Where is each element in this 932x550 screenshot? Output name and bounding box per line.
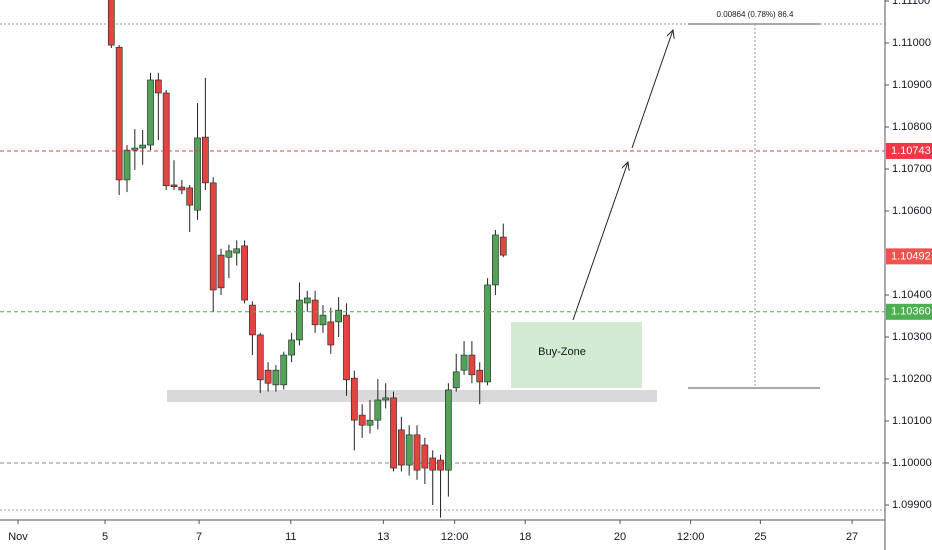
candle-body — [280, 354, 288, 386]
y-tick-label: 1.10900 — [892, 79, 932, 91]
candle-body — [178, 186, 186, 191]
candle-body — [319, 314, 327, 326]
candle-body — [264, 369, 272, 384]
candle-body — [256, 334, 264, 381]
candle-body — [492, 234, 499, 286]
candle-body — [374, 399, 382, 421]
candle-body — [413, 434, 421, 471]
x-tick-label: 12:00 — [677, 531, 705, 543]
candle-body — [249, 304, 256, 336]
candle-body — [429, 457, 437, 471]
candle-body — [476, 369, 484, 383]
candle-body — [147, 79, 154, 146]
x-tick-label: Nov — [8, 531, 28, 543]
level-tag — [886, 303, 932, 320]
candle-body — [327, 321, 335, 346]
x-tick-label: 18 — [519, 531, 531, 543]
candle-body — [499, 236, 507, 256]
zone-label: Buy-Zone — [538, 346, 586, 358]
candle-body — [170, 184, 178, 187]
arrow — [572, 162, 628, 321]
x-tick-label: 20 — [614, 531, 626, 543]
candle-body — [194, 137, 201, 211]
candle-body — [154, 79, 162, 94]
candle-body — [358, 414, 366, 426]
x-tick-label: 12:00 — [441, 531, 469, 543]
level-tag — [886, 142, 932, 159]
candle-body — [217, 254, 225, 289]
candle-body — [405, 434, 413, 466]
candle-body — [241, 245, 248, 301]
x-tick-label: 11 — [285, 531, 296, 543]
candle-body — [397, 429, 405, 466]
candle-body — [366, 419, 374, 426]
candle-body — [131, 147, 139, 151]
y-tick-label: 1.10700 — [892, 163, 932, 175]
candles — [107, 0, 507, 518]
arrow — [631, 30, 673, 149]
y-tick-label: 1.10200 — [892, 373, 932, 385]
level-label: 1.10743 — [891, 145, 931, 157]
candle-body — [225, 250, 233, 258]
y-tick-label: 1.10400 — [892, 289, 932, 301]
candle-body — [107, 0, 115, 46]
candle-body — [272, 369, 280, 386]
candle-body — [123, 149, 131, 181]
candle-body — [288, 339, 295, 356]
candle-body — [335, 309, 342, 323]
candle-body — [311, 299, 319, 326]
candle-body — [468, 354, 476, 376]
x-tick-label: 7 — [196, 531, 202, 543]
y-tick-label: 1.10000 — [892, 457, 932, 469]
candle-body — [390, 397, 397, 469]
x-tick-label: 25 — [754, 531, 766, 543]
candle-body — [186, 187, 194, 206]
candle-body — [162, 92, 170, 187]
candle-body — [382, 397, 390, 401]
candle-body — [303, 297, 311, 304]
candle-body — [460, 354, 468, 371]
y-tick-label: 1.11100 — [892, 0, 930, 7]
candle-body — [452, 371, 460, 389]
support-zone — [167, 390, 657, 402]
y-tick-label: 1.10800 — [892, 121, 932, 133]
candle-body — [343, 314, 350, 381]
x-tick-label: 27 — [846, 531, 858, 543]
level-tag — [886, 248, 932, 265]
level-label: 1.10360 — [891, 306, 931, 318]
y-tick-label: 1.10300 — [892, 331, 932, 343]
measure-label: 0.00864 (0.78%) 86.4 — [717, 10, 794, 19]
y-tick-label: 1.11000 — [892, 37, 931, 49]
candle-body — [209, 182, 217, 291]
buy-zone — [511, 322, 642, 388]
candle-body — [202, 136, 209, 184]
x-tick-label: 13 — [377, 531, 389, 543]
y-tick-label: 1.10100 — [892, 415, 932, 427]
candle-body — [484, 284, 491, 383]
candle-body — [437, 459, 444, 471]
candle-body — [445, 389, 452, 471]
candle-body — [421, 444, 429, 469]
candle-body — [115, 46, 123, 181]
candle-body — [139, 144, 147, 149]
x-tick-label: 5 — [102, 531, 108, 543]
candle-body — [296, 299, 303, 341]
candle-body — [233, 248, 241, 254]
level-label: 1.10492 — [891, 250, 931, 262]
y-tick-label: 1.09900 — [892, 499, 932, 511]
y-tick-label: 1.10600 — [892, 205, 932, 217]
candle-body — [350, 377, 358, 421]
